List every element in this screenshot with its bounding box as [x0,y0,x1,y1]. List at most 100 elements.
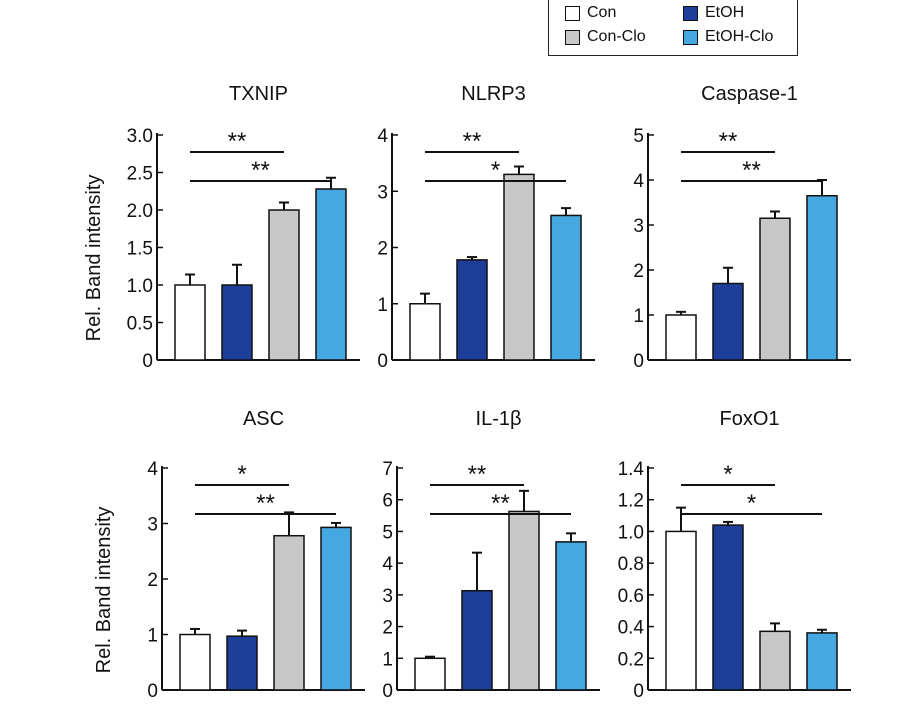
y-tick-label: 0 [633,351,644,372]
legend-label-con: Con [587,4,617,21]
y-tick-label: 4 [147,459,158,480]
bar-con [174,284,206,361]
bar-con [665,314,697,361]
bar-etoh-clo [315,188,347,361]
significance-label: * [747,490,756,517]
y-tick-label: 1 [147,626,158,647]
y-tick-label: 1.4 [618,459,645,480]
bar-con-clo [226,635,258,691]
bar-etoh [503,173,535,361]
y-tick-label: 0.6 [618,586,644,607]
y-tick-label: 0.8 [618,554,644,575]
y-tick-label: 0.4 [618,618,645,639]
y-tick-label: 1.0 [127,276,153,297]
panel-5: FoxO1 0 0.2 0.4 0.6 0.8 1.0 1.2 1.4 * * [618,408,851,702]
panel-title: NLRP3 [461,83,525,105]
y-tick-label: 1.2 [618,491,644,512]
y-tick-label: 0 [142,351,153,372]
significance-label: * [491,157,500,184]
panel-0: TXNIP 0 0.5 1.0 1.5 2.0 2.5 3.0 **** [127,83,360,372]
bar-etoh-clo [555,541,587,691]
legend-item-con: Con [565,4,616,22]
y-tick-label: 2 [147,570,158,591]
y-tick-label: 0 [382,681,393,702]
bar-etoh-clo [806,632,838,691]
significance-label: ** [256,490,275,517]
panel-title: IL-1β [476,408,522,430]
y-tick-label: 3 [147,515,158,536]
panel-4: IL-1β 0 1 2 3 4 5 6 7 **** [382,408,600,702]
bar-con-clo [221,284,253,361]
bar-etoh-clo [320,526,352,691]
bar-con-clo [461,589,493,691]
legend-item-con-clo: Con-Clo [565,28,646,46]
y-tick-label: 2 [633,261,644,282]
legend-swatch-etoh-clo [683,29,698,45]
legend-label-etoh: EtOH [705,4,745,21]
y-tick-label: 1 [382,649,393,670]
legend-swatch-con [565,5,580,21]
significance-label: * [723,461,732,488]
y-tick-label: 0 [147,681,158,702]
y-tick-label: 3 [377,182,388,203]
bar-etoh [273,534,305,691]
y-tick-label: 1.5 [127,239,153,260]
bar-con [665,530,697,691]
panel-title: Caspase-1 [701,83,798,105]
y-tick-label: 0.5 [127,314,153,335]
y-tick-label: 1 [633,306,644,327]
significance-label: ** [719,128,738,155]
significance-label: ** [742,157,761,184]
significance-label: ** [251,157,270,184]
bar-con [409,303,441,361]
legend-swatch-etoh [683,5,698,21]
y-axis-title-row-2: Rel. Band intensity [93,507,115,674]
legend-label-etoh-clo: EtOH-Clo [705,28,774,45]
panel-title: TXNIP [229,83,288,105]
panel-title: ASC [243,408,284,430]
y-tick-label: 3.0 [127,126,153,147]
legend: Con EtOH Con-Clo EtOH-Clo [548,0,798,56]
y-tick-label: 2.0 [127,201,153,222]
y-tick-label: 0 [377,351,388,372]
legend-item-etoh: EtOH [683,4,744,22]
y-tick-label: 3 [633,216,644,237]
bar-etoh [759,217,791,361]
y-tick-label: 2 [377,239,388,260]
panel-2: Caspase-1 0 1 2 3 4 5 **** [633,83,851,372]
bar-con-clo [712,282,744,361]
y-tick-label: 0 [633,681,644,702]
significance-label: * [237,461,246,488]
y-tick-label: 3 [382,586,393,607]
y-tick-label: 4 [377,126,388,147]
bar-etoh [268,209,300,361]
y-tick-label: 7 [382,459,393,480]
y-tick-label: 1.0 [618,522,644,543]
bar-etoh [759,630,791,691]
bar-con [179,633,211,691]
legend-label-con-clo: Con-Clo [587,28,646,45]
significance-label: ** [491,490,510,517]
bar-etoh-clo [550,214,582,361]
y-tick-label: 5 [382,522,393,543]
y-tick-label: 0.2 [618,649,644,670]
bar-con-clo [712,524,744,691]
y-tick-label: 6 [382,491,393,512]
legend-swatch-con-clo [565,29,580,45]
bar-con [414,657,446,691]
bar-etoh-clo [806,195,838,361]
bar-con-clo [456,259,488,361]
significance-label: ** [228,128,247,155]
y-tick-label: 2 [382,618,393,639]
panel-title: FoxO1 [719,408,779,430]
y-axis-title-row-1: Rel. Band intensity [83,175,105,342]
y-tick-label: 4 [633,171,644,192]
significance-label: ** [468,461,487,488]
significance-label: ** [463,128,482,155]
y-tick-label: 1 [377,295,388,316]
legend-item-etoh-clo: EtOH-Clo [683,28,773,46]
y-tick-label: 5 [633,126,644,147]
